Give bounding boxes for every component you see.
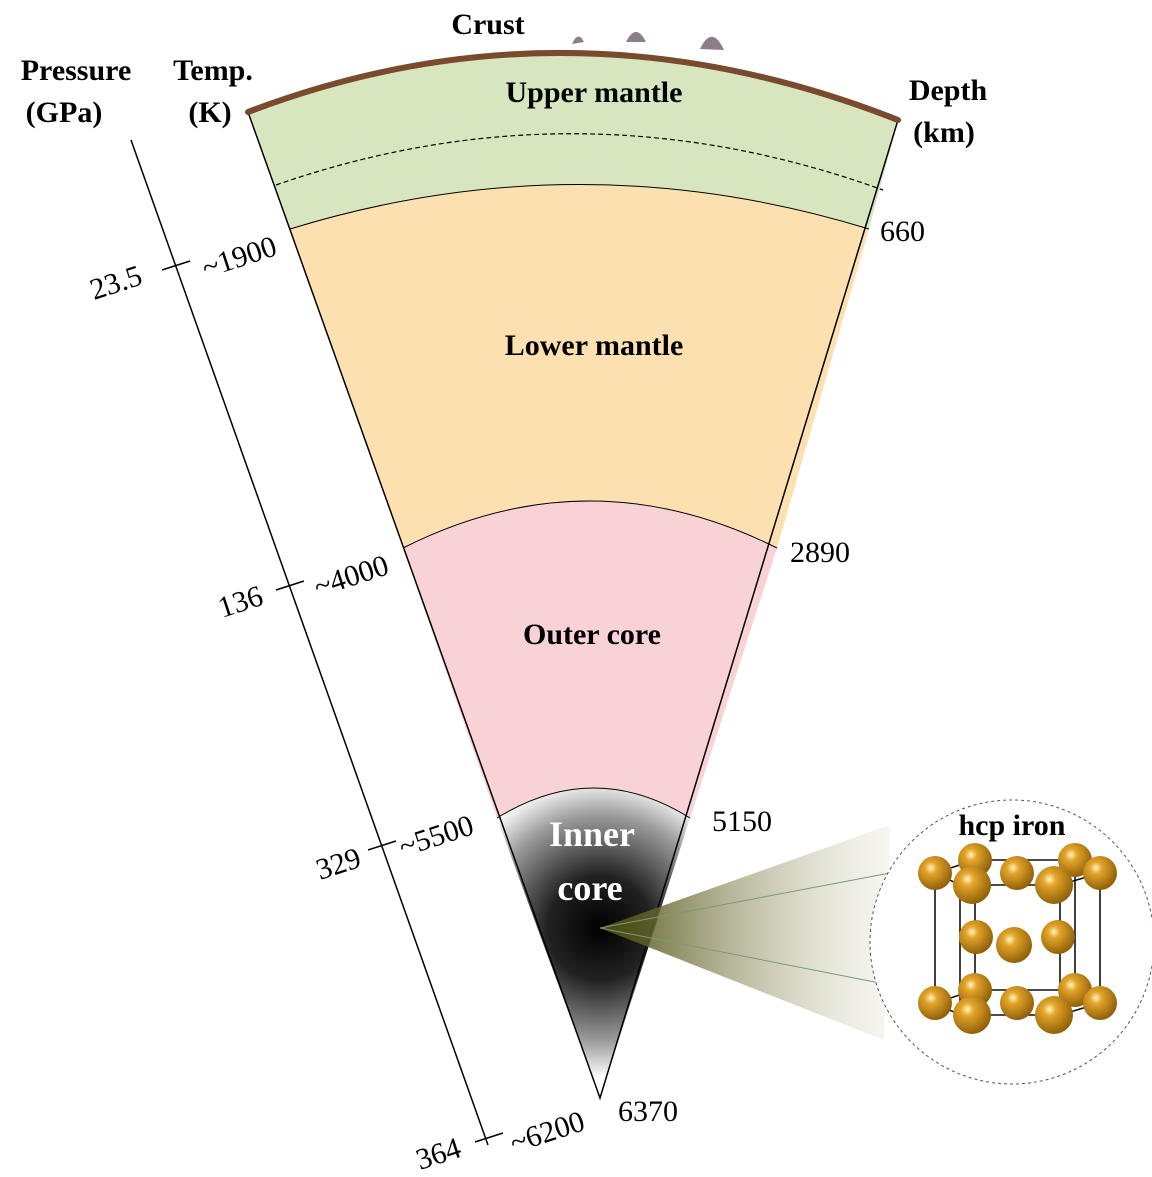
zoom-beam (600, 825, 890, 1040)
zoom-ray (599, 927, 891, 986)
iron-atom (996, 927, 1032, 963)
depth-header: Depth (909, 74, 988, 107)
mountain-shape (700, 36, 724, 50)
crust-label: Crust (451, 8, 524, 41)
moho-dashed-line (275, 133, 884, 191)
pressure-value: 23.5 (86, 259, 146, 307)
pressure-header: Pressure (21, 54, 132, 87)
depth-value: 6370 (618, 1095, 678, 1128)
inner-core-layer (497, 788, 690, 1098)
depth-value: 5150 (712, 805, 772, 838)
iron-atom (918, 856, 952, 890)
pressure-unit: (GPa) (26, 96, 103, 129)
depth-value: 660 (880, 215, 925, 248)
axis-tick (275, 580, 305, 591)
mountain-shape (572, 36, 584, 44)
upper-mantle-layer (248, 52, 898, 229)
iron-atom (1058, 973, 1092, 1007)
pressure-value: 364 (412, 1131, 465, 1172)
boundary-5150 (496, 787, 691, 819)
outer-core-layer (403, 501, 777, 818)
inner-core-label-line1: Inner (549, 814, 635, 854)
axis-tick (474, 1132, 504, 1143)
hcp-iron-title: hcp iron (959, 809, 1066, 842)
iron-atoms (918, 843, 1117, 1034)
temperature-header: Temp. (173, 54, 253, 87)
iron-atom (1041, 920, 1075, 954)
wedge-outline (247, 111, 899, 1101)
mountain-shape (626, 32, 646, 42)
boundary-2890 (402, 500, 778, 549)
iron-atom (1000, 856, 1034, 890)
iron-atom (1083, 986, 1117, 1020)
crust-layer (245, 49, 901, 123)
iron-atom (1035, 866, 1073, 904)
temperature-value: ~4000 (310, 549, 393, 604)
pressure-value: 329 (312, 841, 365, 886)
lower-mantle-layer (290, 184, 869, 548)
iron-atom (1058, 843, 1092, 877)
lower-mantle-label: Lower mantle (505, 329, 684, 362)
temperature-value: ~5500 (395, 809, 478, 864)
inner-core-label-line2: core (557, 868, 622, 908)
pressure-value: 136 (214, 579, 267, 624)
iron-atom (918, 986, 952, 1020)
temperature-unit: (K) (188, 96, 231, 129)
iron-atom (953, 996, 991, 1034)
upper-mantle-label: Upper mantle (506, 76, 683, 109)
axis-tick (367, 840, 397, 851)
outer-core-label: Outer core (523, 618, 661, 651)
iron-atom (953, 866, 991, 904)
iron-atom (1035, 996, 1073, 1034)
depth-value: 2890 (790, 536, 850, 569)
axis-tick (161, 260, 191, 271)
pressure-temperature-axis (130, 139, 489, 1146)
iron-atom (1083, 856, 1117, 890)
zoom-ray (599, 872, 891, 929)
iron-atom (959, 920, 993, 954)
temperature-value: ~6200 (506, 1105, 589, 1160)
iron-atom (1000, 986, 1034, 1020)
boundary-660 (289, 184, 870, 230)
depth-unit: (km) (913, 116, 975, 149)
temperature-value: ~1900 (198, 230, 281, 285)
